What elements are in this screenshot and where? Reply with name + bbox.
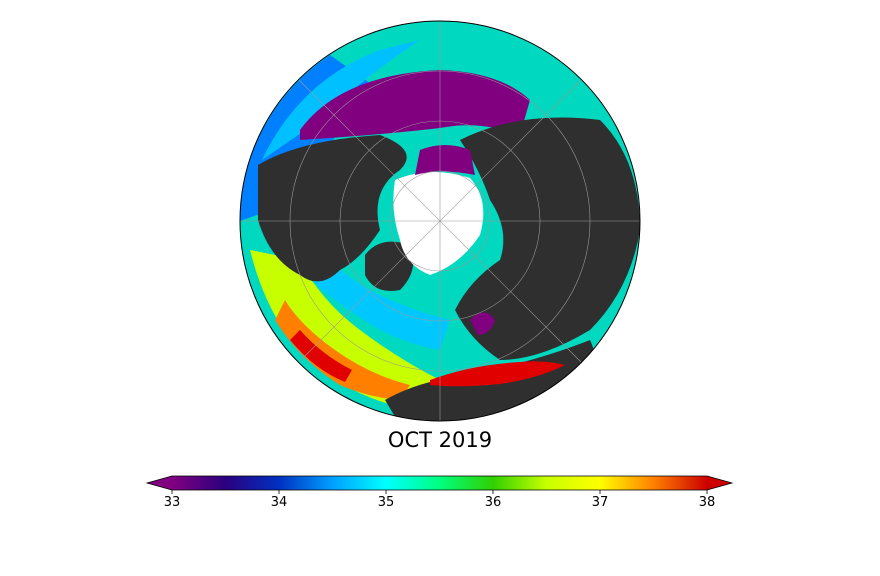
map-title: OCT 2019 (387, 428, 493, 452)
ocean-baltic (470, 312, 495, 335)
land-north-america (258, 135, 407, 282)
colorbar (145, 475, 734, 494)
globe (240, 21, 640, 421)
colorbar-tick-label: 33 (163, 495, 181, 510)
sea-ice (393, 171, 484, 275)
ocean-atlantic-orange (275, 300, 410, 400)
ocean-atlantic-red (290, 330, 352, 382)
colorbar-tick-label: 35 (377, 495, 395, 510)
land-greenland (365, 241, 414, 291)
colorbar-tick-label: 34 (270, 495, 288, 510)
colorbar-tick-label: 38 (698, 495, 716, 510)
colorbar-extend-high (707, 476, 732, 490)
ocean-low-salinity-arctic-shelf (300, 70, 530, 140)
ocean-arctic-low (415, 145, 475, 175)
graticule (240, 21, 640, 421)
ocean-mediterranean (430, 361, 565, 387)
colorbar-tick-label: 37 (591, 495, 609, 510)
colorbar-extend-low (147, 476, 172, 490)
colorbar-ticks (171, 490, 708, 494)
globe-outline (239, 20, 641, 422)
colorbar-tick-label: 36 (484, 495, 502, 510)
colorbar-gradient (172, 476, 707, 490)
ocean-atlantic-yellow (250, 250, 440, 410)
land-eurasia (455, 117, 640, 360)
ocean-north-atlantic-cyan (300, 250, 450, 350)
